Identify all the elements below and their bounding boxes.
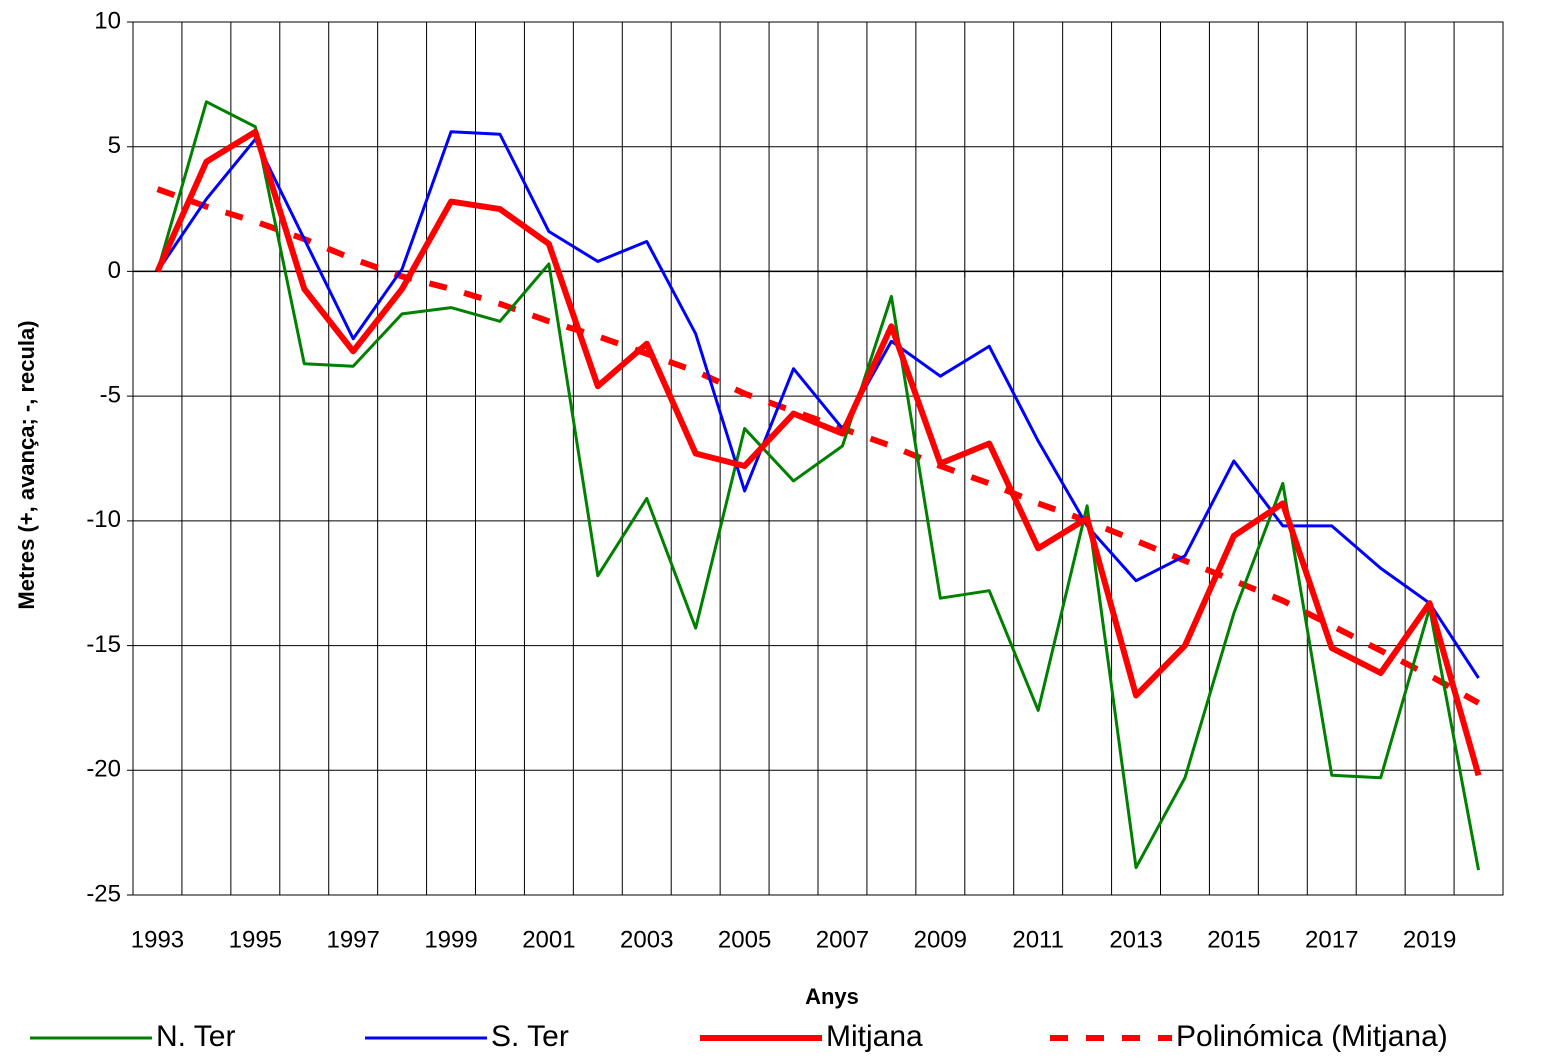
y-tick-label: -5 [100,381,121,408]
legend-label: Mitjana [826,1020,923,1053]
x-tick-label: 1995 [229,926,282,953]
x-tick-label: 2007 [816,926,869,953]
y-tick-label: 10 [94,7,121,34]
series-line [156,100,1481,871]
legend-label: Polinómica (Mitjana) [1176,1020,1448,1053]
y-axis-title: Metres (+, avança; -, recula) [14,320,39,609]
plot-frame [132,21,1504,896]
y-tick-label: -20 [86,756,121,783]
series-line [154,128,1482,777]
trend-line [156,186,1481,706]
y-tick-label: 5 [108,132,121,159]
x-tick-label: 2005 [718,926,771,953]
x-tick-label: 2019 [1403,926,1456,953]
legend-label: N. Ter [156,1020,235,1053]
x-tick-label: 1993 [131,926,184,953]
x-tick-label: 2003 [620,926,673,953]
x-tick-label: 2015 [1207,926,1260,953]
x-tick-label: 2017 [1305,926,1358,953]
series-line [156,130,1480,679]
y-tick-label: 0 [108,257,121,284]
legend-label: S. Ter [491,1020,569,1053]
x-tick-label: 2013 [1109,926,1162,953]
x-axis-title: Anys [805,984,859,1009]
x-tick-label: 2001 [522,926,575,953]
x-tick-label: 1999 [424,926,477,953]
x-tick-label: 1997 [326,926,379,953]
x-tick-label: 2009 [914,926,967,953]
y-tick-label: -25 [86,880,121,907]
x-tick-label: 2011 [1012,926,1064,953]
y-tick-label: -15 [86,631,121,658]
y-tick-label: -10 [86,506,121,533]
